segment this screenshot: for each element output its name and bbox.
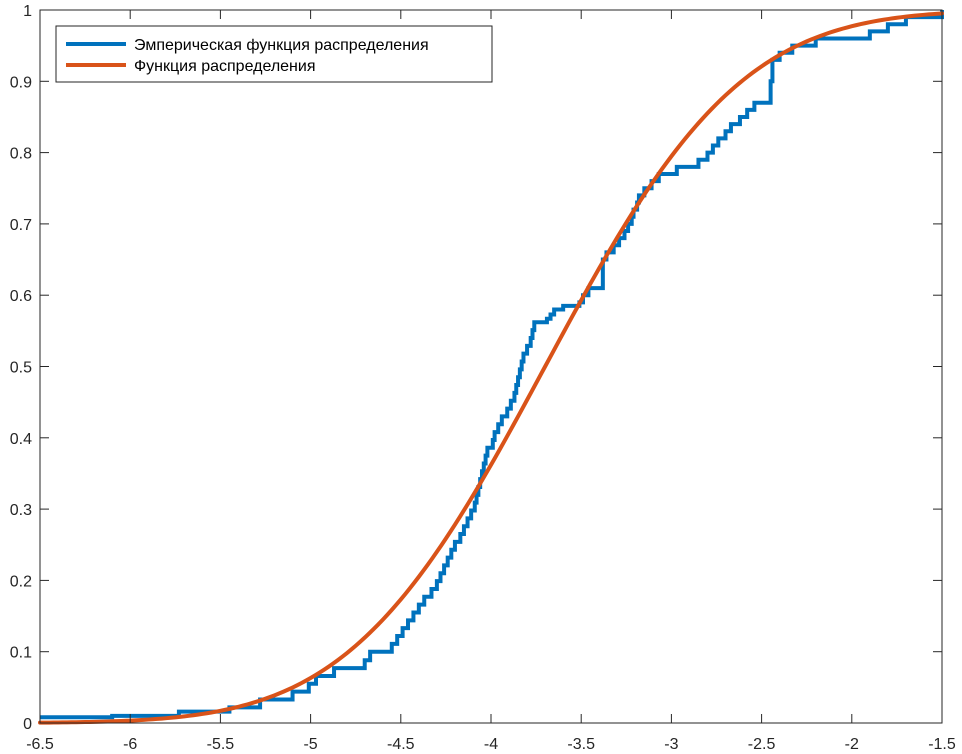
ticks-layer: -6.5 -6 -5.5 -5 -4.5 -4 -3.5 -3 -2.5 -2 -1.5 0 0.1 0.… (10, 3, 956, 753)
theoretical-cdf-line (38, 11, 944, 725)
y-tick-label: 0 (23, 716, 32, 733)
y-tick-label: 0.9 (10, 74, 32, 91)
x-tick-label: -1.5 (928, 736, 956, 753)
y-tick-label: 0.4 (10, 431, 32, 448)
y-tick-label: 0.5 (10, 360, 32, 377)
axes-box (39, 9, 943, 724)
legend: Эмперическая функция распределения Функц… (55, 25, 493, 83)
y-tick-label: 0.8 (10, 146, 32, 163)
legend-label-empirical: Эмперическая функция распределения (134, 37, 429, 54)
x-tick-label: -3 (664, 736, 678, 753)
empirical-cdf-line (40, 10, 944, 720)
y-tick-label: 0.6 (10, 288, 32, 305)
x-tick-label: -3.5 (567, 736, 595, 753)
x-tick-label: -4.5 (387, 736, 415, 753)
legend-label-theoretical: Функция распределения (134, 58, 316, 75)
y-tick-label: 0.3 (10, 502, 32, 519)
x-tick-label: -6.5 (26, 736, 54, 753)
x-tick-label: -4 (484, 736, 498, 753)
x-tick-label: -2.5 (748, 736, 776, 753)
y-tick-label: 0.2 (10, 573, 32, 590)
x-tick-label: -2 (845, 736, 859, 753)
legend-box (55, 25, 493, 83)
y-tick-label: 0.1 (10, 645, 32, 662)
x-tick-label: -6 (123, 736, 137, 753)
y-tick-label: 0.7 (10, 217, 32, 234)
series-layer (38, 10, 944, 725)
x-tick-label: -5.5 (207, 736, 235, 753)
x-tick-label: -5 (303, 736, 317, 753)
y-tick-label: 1 (23, 3, 32, 20)
